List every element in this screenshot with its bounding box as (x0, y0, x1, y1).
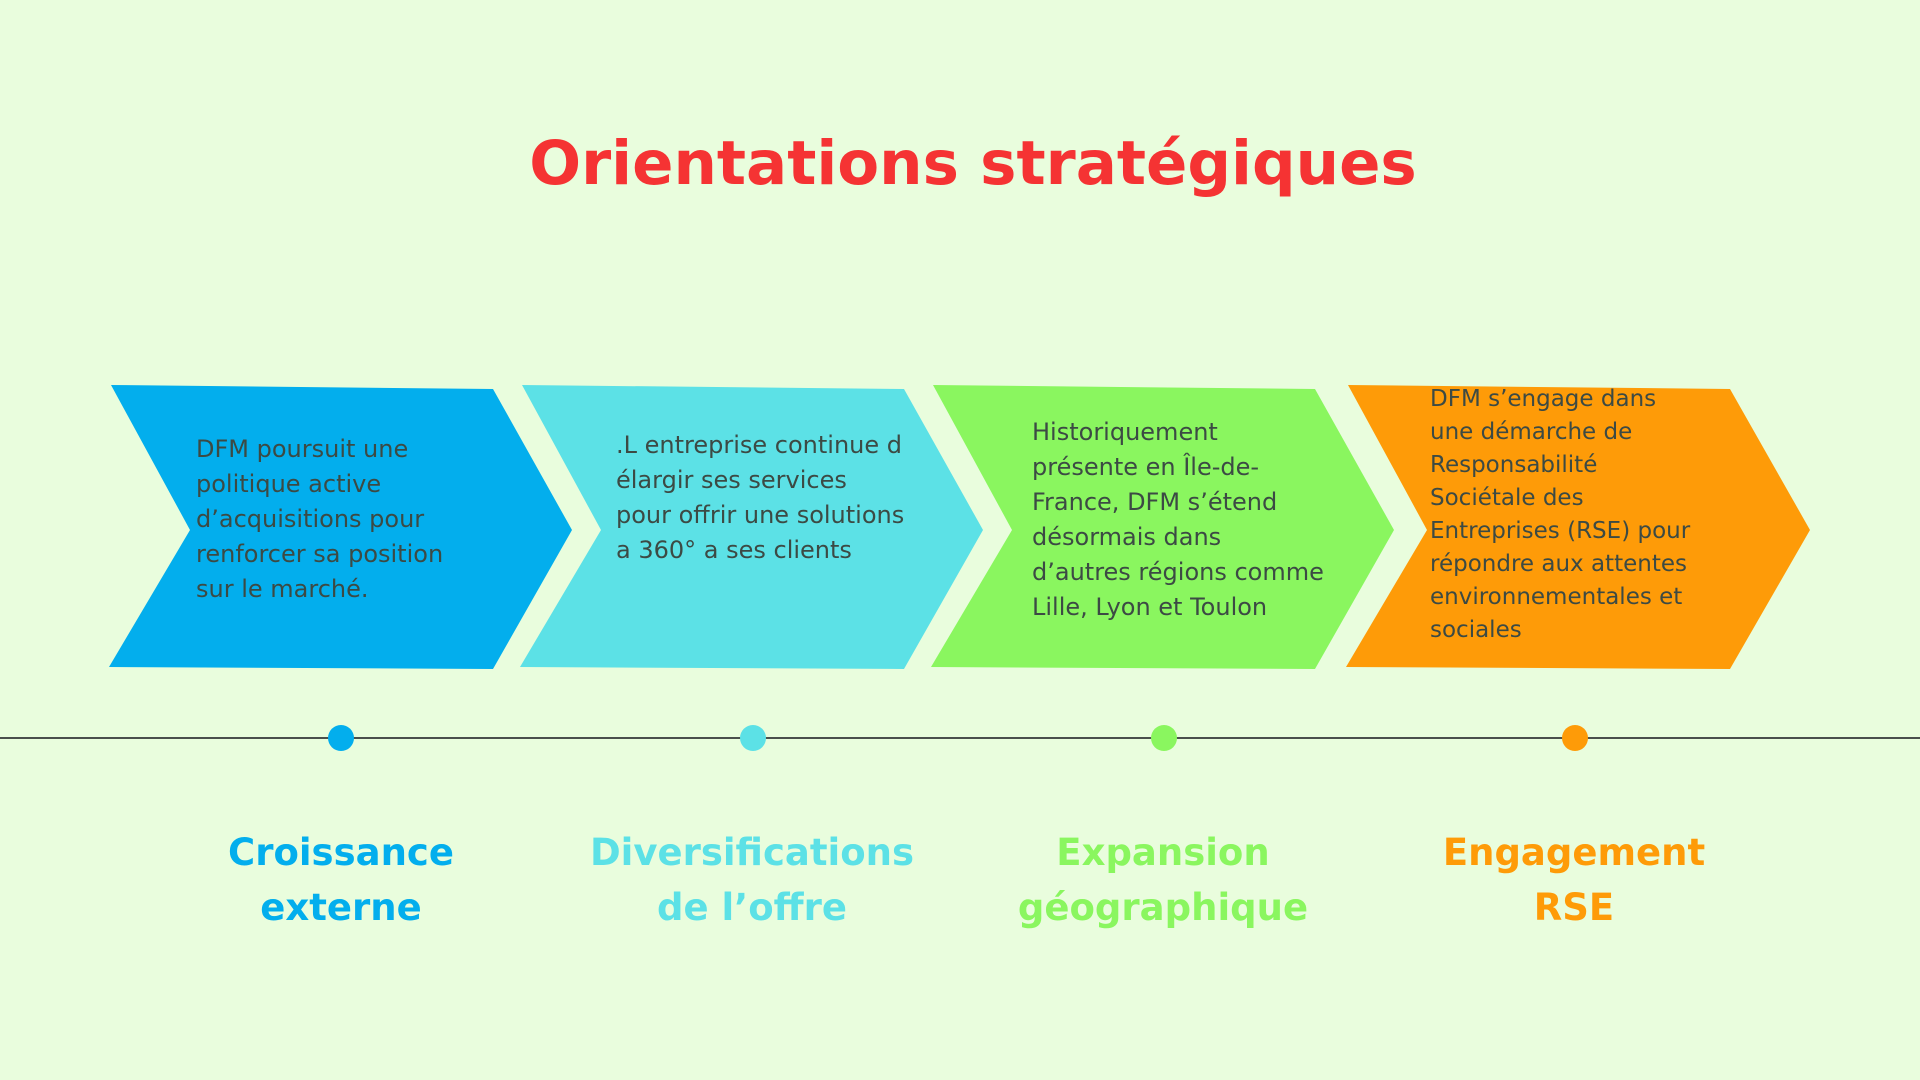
step-text-expansion: Historiquement présente en Île-de- Franc… (1032, 418, 1324, 621)
chevron-engagement (1346, 385, 1810, 669)
page-title: Orientations stratégiques (529, 128, 1417, 199)
step-label-expansion: Expansion géographique (1017, 831, 1309, 929)
timeline-dot-diversification (740, 725, 766, 751)
timeline-dot-croissance (328, 725, 354, 751)
step-label-diversification: Diversifications de l’offre (589, 831, 915, 929)
step-text-diversification: .L entreprise continue d élargir ses ser… (616, 431, 905, 564)
chevron-expansion (931, 385, 1394, 669)
step-label-engagement: Engagement RSE (1442, 831, 1706, 929)
chevron-diversification (520, 385, 983, 669)
step-label-croissance: Croissance externe (228, 831, 454, 929)
step-text-croissance: DFM poursuit une politique active d’acqu… (196, 435, 444, 603)
step-text-engagement: DFM s’engage dans une démarche de Respon… (1430, 386, 1691, 643)
timeline-dot-expansion (1151, 725, 1177, 751)
chevron-croissance (109, 385, 572, 669)
timeline-dot-engagement (1562, 725, 1588, 751)
timeline-line (0, 737, 1920, 739)
